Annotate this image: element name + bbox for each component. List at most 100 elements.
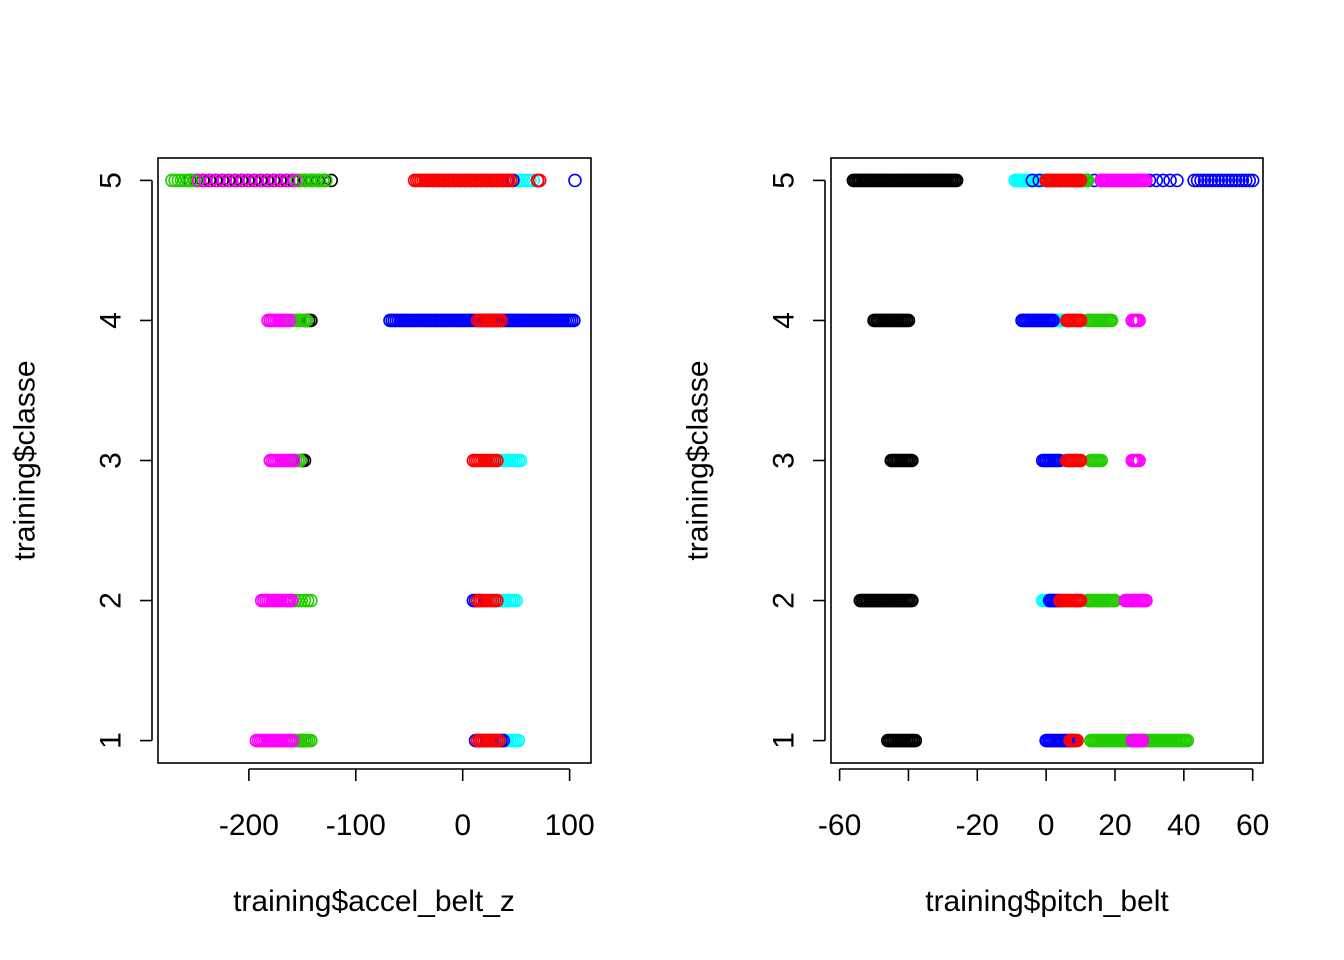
data-point	[249, 173, 264, 188]
series-1	[165, 173, 333, 748]
data-point	[306, 173, 320, 188]
data-point	[304, 593, 318, 608]
data-point	[1197, 173, 1212, 188]
data-point	[291, 593, 305, 608]
series-2	[1015, 173, 1260, 748]
x-tick-label: 0	[454, 809, 471, 842]
data-point	[1135, 733, 1150, 748]
data-point	[949, 173, 964, 188]
data-point	[309, 173, 324, 188]
data-point	[1094, 453, 1109, 468]
data-point	[262, 173, 276, 188]
data-point	[187, 173, 202, 188]
data-point	[211, 173, 225, 188]
data-point	[297, 453, 312, 468]
data-point	[281, 173, 296, 188]
data-point	[1070, 733, 1084, 748]
data-point	[243, 173, 257, 188]
plot-frame	[157, 157, 592, 764]
data-point	[490, 593, 504, 608]
data-point	[1163, 173, 1177, 188]
series-5	[1094, 173, 1153, 748]
data-point	[1228, 173, 1243, 188]
y-tick-label: 4	[768, 312, 801, 329]
data-point	[905, 593, 919, 608]
x-tick-label: 60	[1236, 809, 1269, 842]
data-point	[303, 173, 317, 188]
y-tick-label: 4	[95, 312, 128, 329]
data-point	[174, 173, 189, 188]
data-point	[496, 733, 511, 748]
y-tick-label: 5	[768, 172, 801, 189]
data-point	[204, 173, 219, 188]
data-point	[504, 173, 518, 188]
data-point	[1025, 173, 1040, 188]
data-point	[1232, 173, 1246, 188]
data-point	[1225, 173, 1239, 188]
data-point	[1238, 173, 1253, 188]
data-point	[1187, 173, 1201, 188]
data-point	[230, 173, 244, 188]
x-tick-label: -200	[219, 809, 279, 842]
data-point	[526, 173, 541, 188]
x-tick-label: 100	[545, 809, 595, 842]
x-tick-label: 0	[1038, 809, 1055, 842]
data-point	[1204, 173, 1219, 188]
y-tick-label: 1	[95, 732, 128, 749]
data-point	[223, 173, 238, 188]
data-point	[490, 453, 504, 468]
y-tick-label: 1	[768, 732, 801, 749]
right-panel: -60 -20 0 20 40 60 1 2 3 4 5 training$pitch_belt tra…	[682, 157, 1269, 918]
data-point	[319, 173, 333, 188]
x-tick-label: 20	[1098, 809, 1131, 842]
data-point	[198, 173, 212, 188]
data-point	[286, 453, 301, 468]
data-point	[1208, 173, 1222, 188]
data-point	[297, 593, 312, 608]
data-point	[1170, 173, 1184, 188]
data-point	[1201, 173, 1215, 188]
data-point	[1211, 173, 1226, 188]
data-point	[1214, 173, 1229, 188]
series-2	[191, 173, 302, 748]
data-point	[191, 173, 206, 188]
data-point	[567, 313, 581, 328]
series-5	[407, 173, 547, 748]
y-tick-label: 2	[95, 592, 128, 609]
data-point	[284, 593, 299, 608]
series-0	[183, 173, 339, 748]
data-point	[296, 173, 311, 188]
data-point	[520, 173, 534, 188]
data-point	[1073, 593, 1088, 608]
data-point	[1073, 173, 1088, 188]
data-point	[1245, 173, 1260, 188]
data-point	[171, 173, 186, 188]
series-0	[846, 173, 964, 748]
data-point	[217, 173, 232, 188]
series-1	[1008, 173, 1081, 608]
data-point	[275, 173, 289, 188]
data-point	[1221, 173, 1236, 188]
data-point	[312, 173, 327, 188]
data-point	[1073, 313, 1088, 328]
data-point	[293, 453, 307, 468]
data-point	[304, 313, 318, 328]
data-point	[492, 733, 506, 748]
data-point	[901, 313, 916, 328]
data-point	[1139, 593, 1153, 608]
data-point	[1235, 173, 1250, 188]
data-point	[568, 173, 582, 188]
data-point	[285, 733, 300, 748]
data-point	[304, 733, 318, 748]
y-axis-title: training$classe	[682, 360, 715, 560]
data-point	[1132, 453, 1146, 468]
y-tick-label: 3	[768, 452, 801, 469]
data-point	[1156, 173, 1170, 188]
data-point	[511, 733, 526, 748]
data-point	[509, 593, 523, 608]
data-point	[177, 173, 192, 188]
data-point	[1046, 313, 1060, 328]
x-axis-title: training$accel_belt_z	[233, 885, 515, 918]
y-tick-label: 5	[95, 172, 128, 189]
